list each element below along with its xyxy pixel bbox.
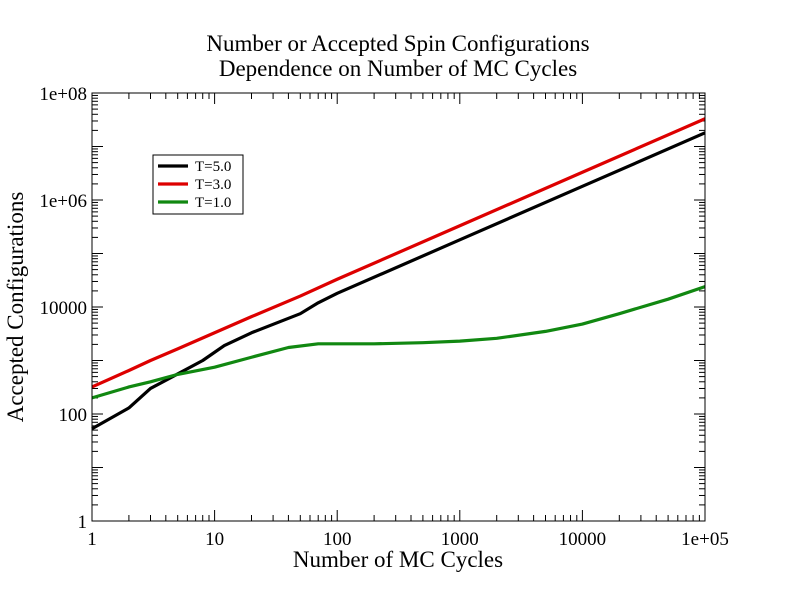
x-tick-label: 10000 [559,529,607,550]
legend: T=5.0 T=3.0 T=1.0 [152,154,244,215]
legend-label: T=5.0 [195,159,231,175]
y-axis-label: Accepted Configurations [3,192,28,423]
chart-title: Number or Accepted Spin Configurations [206,31,589,56]
legend-label: T=3.0 [195,177,231,193]
legend-label: T=1.0 [195,195,231,211]
tick-marks [91,92,706,522]
x-tick-label: 1000 [441,529,479,550]
series-line-1 [91,131,706,431]
y-tick-label: 10000 [40,298,88,319]
series-line-2 [91,117,706,389]
chart-subtitle: Dependence on Number of MC Cycles [219,56,577,81]
series-line-3 [91,285,706,400]
x-tick-label: 1e+05 [681,529,729,550]
y-tick-label: 1 [78,512,88,533]
tick-labels: 1 10 100 1000 10000 1e+05 1 100 10000 1e+06 1e+08 [39,84,728,550]
x-tick-label: 100 [323,529,352,550]
y-tick-label: 1e+06 [39,191,87,212]
y-tick-label: 100 [59,405,88,426]
plot-frame [91,92,706,522]
plot-lines [91,117,706,431]
x-tick-label: 1 [87,529,97,550]
x-tick-label: 10 [205,529,224,550]
x-axis-label: Number of MC Cycles [293,547,503,572]
y-tick-label: 1e+08 [39,84,87,105]
